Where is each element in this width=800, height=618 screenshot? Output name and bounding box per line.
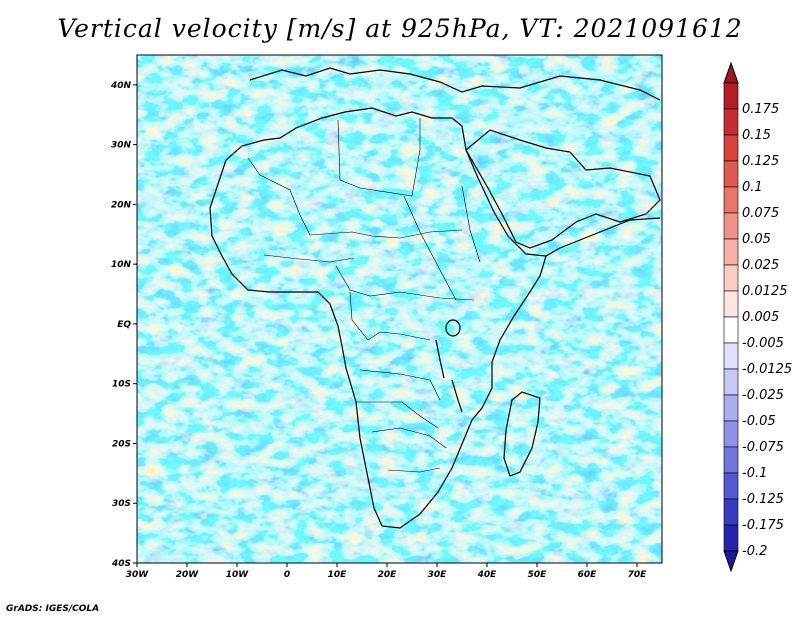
- colorbar-label: -0.05: [742, 414, 776, 429]
- lon-tick-label: 40E: [477, 570, 498, 580]
- colorbar-swatch: [723, 316, 739, 344]
- lon-tick-label: 50E: [528, 570, 548, 580]
- colorbar: 0.175 0.15 0.125 0.1 0.075 0.05 0.025 0.0125 0.0…: [723, 61, 792, 573]
- colorbar-bottom-arrow: [723, 550, 739, 573]
- lon-tick-label: 30W: [126, 570, 150, 580]
- lon-tick-label: 10W: [226, 570, 250, 580]
- plot-area: [137, 55, 662, 563]
- colorbar-label: -0.025: [742, 388, 784, 403]
- colorbar-label: -0.175: [742, 518, 784, 533]
- colorbar-swatch: [723, 472, 739, 500]
- colorbar-swatch: [723, 342, 739, 370]
- lon-tick-label: 60E: [578, 570, 598, 580]
- colorbar-swatch: [723, 368, 739, 396]
- colorbar-swatch: [723, 108, 739, 136]
- lat-tick-label: 20N: [111, 200, 132, 210]
- lon-tick-label: 10E: [328, 570, 348, 580]
- lat-tick-label: 30N: [111, 141, 132, 151]
- colorbar-top-arrow: [723, 61, 739, 84]
- colorbar-label: 0.075: [742, 206, 779, 221]
- colorbar-label: 0.1: [742, 180, 763, 195]
- colorbar-label: 0.125: [742, 154, 779, 169]
- colorbar-label: 0.05: [742, 232, 771, 247]
- colorbar-label: -0.125: [742, 492, 784, 507]
- colorbar-swatch: [723, 420, 739, 448]
- lakes: [435, 319, 463, 413]
- lon-tick-label: 20E: [378, 570, 398, 580]
- lat-tick-label: 40N: [110, 81, 132, 91]
- map-title: Vertical velocity [m/s] at 925hPa, VT: 2…: [57, 14, 743, 43]
- country-borders: [247, 118, 481, 473]
- colorbar-swatch: [723, 498, 739, 526]
- colorbar-label: 0.0125: [742, 284, 788, 299]
- colorbar-swatch: [723, 524, 739, 552]
- lon-tick-label: 20W: [176, 570, 200, 580]
- colorbar-swatch: [723, 290, 739, 318]
- colorbar-swatch: [723, 160, 739, 188]
- lat-tick-label: 10S: [112, 380, 131, 390]
- colorbar-label: -0.005: [742, 336, 784, 351]
- colorbar-label: -0.0125: [742, 362, 792, 377]
- colorbar-swatch: [723, 446, 739, 474]
- lon-tick-label: 70E: [628, 570, 648, 580]
- lat-tick-label: EQ: [117, 320, 131, 330]
- colorbar-label: 0.175: [742, 102, 779, 117]
- colorbar-swatch: [723, 264, 739, 292]
- colorbar-label: 0.025: [742, 258, 779, 273]
- lat-tick-label: 40S: [111, 559, 131, 569]
- lon-tick-label: 0: [284, 570, 290, 580]
- lat-tick-label: 10N: [111, 260, 132, 270]
- plot-frame: [136, 54, 663, 564]
- colorbar-label: -0.1: [742, 466, 767, 481]
- colorbar-swatch: [723, 394, 739, 422]
- africa-coastline: [209, 67, 661, 529]
- colorbar-swatch: [723, 134, 739, 162]
- colorbar-swatch: [723, 82, 739, 110]
- lon-tick-label: 30E: [428, 570, 448, 580]
- lat-tick-label: 20S: [112, 439, 131, 449]
- colorbar-swatch: [723, 238, 739, 266]
- colorbar-label: 0.15: [742, 128, 771, 143]
- lat-tick-label: 30S: [112, 499, 131, 509]
- colorbar-swatch: [723, 212, 739, 240]
- colorbar-swatch: [723, 186, 739, 214]
- colorbar-label: -0.2: [742, 544, 767, 559]
- colorbar-label: -0.075: [742, 440, 784, 455]
- colorbar-label: 0.005: [742, 310, 779, 325]
- grads-credit: GrADS: IGES/COLA: [6, 604, 100, 614]
